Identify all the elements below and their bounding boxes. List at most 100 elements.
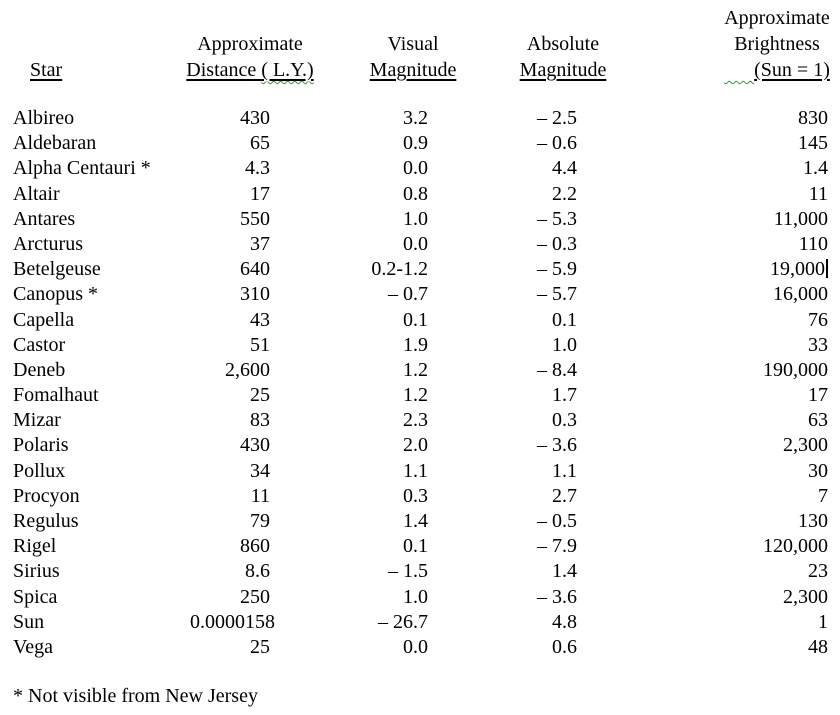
- column-header-absolute-magnitude: Absolute Magnitude: [483, 31, 643, 83]
- visual-cell: 0.3: [403, 484, 428, 507]
- table-row: Pollux 34 1.1 1.1 30: [0, 459, 828, 484]
- absolute-cell: 0.1: [552, 308, 577, 331]
- visual-cell: 1.1: [403, 459, 428, 482]
- star-cell: Altair: [13, 182, 60, 205]
- absolute-cell: – 5.3: [537, 207, 577, 230]
- absolute-cell: 1.1: [552, 459, 577, 482]
- absolute-cell: 4.4: [552, 157, 577, 180]
- visual-cell: 0.1: [403, 308, 428, 331]
- absolute-cell: – 7.9: [537, 535, 577, 558]
- star-cell: Arcturus: [13, 232, 83, 255]
- brightness-cell: 33: [808, 333, 828, 356]
- distance-cell: 17: [250, 182, 270, 205]
- column-header-absolute-line1: Absolute: [526, 33, 600, 55]
- visual-cell: 0.0: [403, 232, 428, 255]
- star-cell: Capella: [13, 308, 75, 331]
- star-cell: Sirius: [13, 560, 60, 583]
- column-header-visual-magnitude: Visual Magnitude: [333, 31, 493, 83]
- column-header-visual-line2: Magnitude: [369, 59, 457, 81]
- star-cell: Polaris: [13, 434, 69, 457]
- table-row: Aldebaran 65 0.9 – 0.6 145: [0, 131, 828, 156]
- table-row: Altair 17 0.8 2.2 11: [0, 182, 828, 207]
- distance-cell: 51: [250, 333, 270, 356]
- visual-cell: 0.8: [403, 182, 428, 205]
- star-cell: Sun: [13, 610, 45, 633]
- brightness-cell: 130: [798, 510, 828, 532]
- distance-cell: 4.3: [245, 157, 270, 180]
- distance-cell: 250: [240, 585, 270, 608]
- visual-cell: 1.0: [403, 207, 428, 230]
- column-header-distance: Approximate Distance ( L.Y.): [170, 31, 330, 83]
- visual-cell: 1.0: [403, 585, 428, 608]
- table-row: Betelgeuse 640 0.2-1.2 – 5.9 19,000: [0, 257, 828, 282]
- column-header-absolute-line2: Magnitude: [519, 59, 607, 81]
- column-header-distance-line2-prefix: Distance: [186, 59, 262, 81]
- absolute-cell: – 5.9: [537, 258, 577, 281]
- visual-cell: 1.9: [403, 333, 428, 356]
- visual-cell: – 26.7: [378, 610, 428, 633]
- brightness-cell: 76: [808, 308, 828, 331]
- visual-cell: 0.2-1.2: [371, 258, 428, 281]
- star-cell: Aldebaran: [13, 132, 97, 155]
- star-cell: Castor: [13, 333, 66, 356]
- visual-cell: 0.0: [403, 635, 428, 658]
- table-row: Deneb 2,600 1.2 – 8.4 190,000: [0, 358, 828, 383]
- distance-cell: 430: [240, 434, 270, 457]
- distance-cell: 11: [250, 484, 270, 507]
- column-header-brightness-line2: Brightness: [734, 33, 820, 55]
- absolute-cell: – 0.3: [537, 232, 577, 255]
- visual-cell: 1.2: [403, 384, 428, 407]
- brightness-cell: 19,000: [577, 257, 828, 282]
- visual-cell: 1.2: [403, 358, 428, 381]
- distance-cell: 25: [250, 384, 270, 407]
- distance-cell: 310: [240, 283, 270, 306]
- star-cell: Fomalhaut: [13, 384, 99, 407]
- table-row: Alpha Centauri * 4.3 0.0 4.4 1.4: [0, 156, 828, 181]
- distance-cell: 550: [240, 207, 270, 230]
- visual-cell: – 0.7: [388, 283, 428, 306]
- star-cell: Canopus *: [13, 283, 98, 306]
- brightness-cell: 830: [798, 107, 828, 129]
- table-row: Arcturus 37 0.0 – 0.3 110: [0, 232, 828, 257]
- absolute-cell: – 3.6: [537, 434, 577, 457]
- brightness-cell: 48: [808, 635, 828, 658]
- brightness-cell: 7: [818, 484, 828, 507]
- absolute-cell: 1.0: [552, 333, 577, 356]
- brightness-cell: 17: [808, 384, 828, 407]
- distance-cell: 8.6: [245, 560, 270, 583]
- column-header-star: Star: [30, 57, 62, 83]
- table-row: Canopus * 310 – 0.7 – 5.7 16,000: [0, 282, 828, 307]
- column-header-distance-line2: Distance ( L.Y.): [170, 57, 330, 83]
- column-header-distance-line1: Approximate: [197, 33, 303, 55]
- brightness-cell: 110: [798, 232, 828, 255]
- brightness-cell: 145: [798, 132, 828, 155]
- star-cell: Spica: [13, 585, 58, 608]
- table-row: Albireo 430 3.2 – 2.5 830: [0, 106, 828, 131]
- star-cell: Procyon: [13, 484, 80, 507]
- absolute-cell: – 0.6: [537, 132, 577, 155]
- distance-cell: 79: [250, 510, 270, 532]
- star-cell: Deneb: [13, 358, 66, 381]
- column-header-brightness-line3: (Sun = 1): [697, 57, 840, 83]
- star-cell: Regulus: [13, 510, 79, 532]
- table-row: Polaris 430 2.0 – 3.6 2,300: [0, 433, 828, 458]
- brightness-cell: 11,000: [773, 207, 828, 230]
- visual-cell: 0.9: [403, 132, 428, 155]
- star-cell: Alpha Centauri *: [13, 157, 151, 180]
- text-cursor: [826, 259, 828, 279]
- column-header-star-label: Star: [30, 59, 63, 81]
- absolute-cell: – 2.5: [537, 107, 577, 129]
- table-row: Sun 0.0000158 – 26.7 4.8 1: [0, 610, 828, 635]
- visual-cell: 3.2: [403, 107, 428, 129]
- distance-cell: 43: [250, 308, 270, 331]
- absolute-cell: 2.7: [552, 484, 577, 507]
- star-cell: Mizar: [13, 409, 61, 432]
- star-cell: Rigel: [13, 535, 57, 558]
- distance-cell: 25: [250, 635, 270, 658]
- absolute-cell: 4.8: [552, 610, 577, 633]
- brightness-cell: 23: [808, 560, 828, 583]
- distance-cell: 860: [240, 535, 270, 558]
- star-cell: Pollux: [13, 459, 66, 482]
- distance-cell: 2,600: [225, 358, 270, 381]
